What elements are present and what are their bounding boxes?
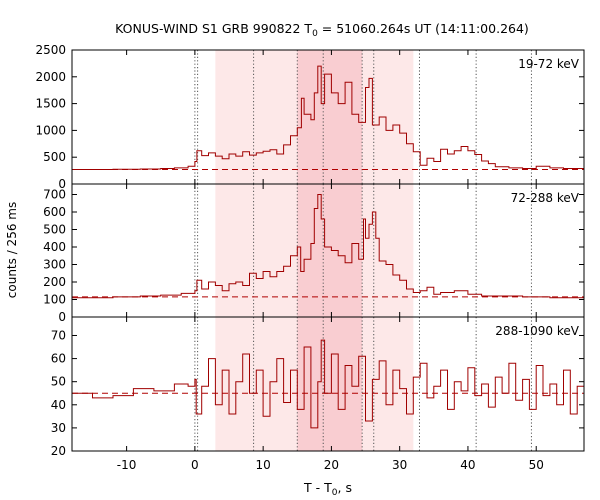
x-tick-label: 40 [460,458,475,472]
panel-2: 0 100 200 300 400 500 600 700 72-288 keV [43,183,585,324]
y-tick-label: 500 [43,150,66,164]
y-tick-label: 0 [58,177,66,191]
shaded-interval [297,184,363,317]
x-tick-label: 20 [324,458,339,472]
shaded-interval [297,317,363,451]
y-tick-label: 2000 [35,70,66,84]
y-tick-label: 1500 [35,97,66,111]
title-main: KONUS-WIND S1 GRB 990822 T [115,21,312,36]
y-tick-label: 20 [51,444,66,458]
x-tick-label: -10 [117,458,137,472]
y-tick-label: 50 [51,375,66,389]
panel-3: 20 30 40 50 60 70 -10 0 10 20 30 40 50 288-1090 keV [51,316,585,472]
y-tick-label: 40 [51,398,66,412]
xlabel-main: T - T [303,480,332,495]
x-tick-label: 0 [191,458,199,472]
y-tick-label: 30 [51,421,66,435]
y-tick-label: 2500 [35,43,66,57]
y-tick-label: 60 [51,352,66,366]
y-tick-label: 500 [43,223,66,237]
light-curve-series [72,194,584,299]
x-tick-label: 10 [256,458,271,472]
title-rest: = 51060.264s UT (14:11:00.264) [318,21,529,36]
y-tick-label: 400 [43,240,66,254]
panel-energy-label: 288-1090 keV [495,324,579,338]
light-curve-series [72,339,584,429]
x-tick-label: 50 [529,458,544,472]
x-tick-label: 30 [392,458,407,472]
y-tick-label: 0 [58,310,66,324]
shaded-interval [297,50,363,184]
x-axis-label: T - T0, s [303,480,352,498]
panel-1: 0 500 1000 1500 2000 2500 19-72 keV [35,43,585,191]
panel-energy-label: 19-72 keV [518,57,580,71]
y-tick-label: 600 [43,205,66,219]
y-tick-label: 200 [43,275,66,289]
xlabel-subscript: 0 [332,488,338,498]
light-curve-series [72,65,584,170]
panel-frame [71,316,585,452]
panel-energy-label: 72-288 keV [511,191,580,205]
y-tick-label: 100 [43,293,66,307]
title-subscript: 0 [312,29,318,39]
figure-title: KONUS-WIND S1 GRB 990822 T0 = 51060.264s… [115,21,529,39]
y-tick-label: 700 [43,188,66,202]
y-tick-label: 300 [43,258,66,272]
y-tick-label: 1000 [35,123,66,137]
y-tick-label: 70 [51,328,66,342]
xlabel-rest: , s [338,480,352,495]
y-axis-label: counts / 256 ms [5,202,19,298]
